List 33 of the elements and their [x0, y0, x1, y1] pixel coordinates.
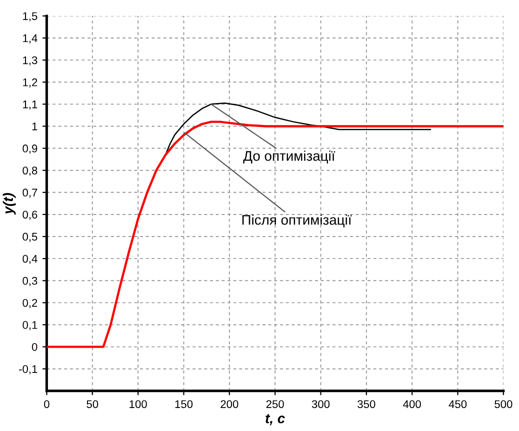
y-tick-label: 0 — [32, 343, 38, 351]
y-tick-label: -0,1 — [19, 365, 38, 374]
x-tick-label: 350 — [358, 400, 376, 408]
y-tick-label: 1,3 — [23, 56, 38, 66]
x-tick-label: 200 — [220, 400, 238, 408]
y-tick-label: 1,2 — [23, 78, 38, 88]
x-tick-label: 500 — [494, 400, 512, 408]
y-tick-label: 0,5 — [22, 232, 38, 242]
y-axis-title: y(t) — [2, 193, 16, 215]
x-tick-label: 50 — [86, 400, 98, 408]
y-tick-label: 1,4 — [23, 34, 38, 44]
y-tick-label: 0,9 — [22, 144, 38, 154]
y-tick-label: 0,6 — [22, 210, 38, 220]
y-tick-label: 0,2 — [22, 298, 38, 308]
y-tick-label: 1 — [32, 122, 38, 130]
y-tick-label: 1,5 — [23, 12, 38, 22]
x-tick-label: 250 — [266, 400, 284, 408]
annotation: Після оптимізації — [242, 214, 352, 228]
x-tick-label: 300 — [312, 400, 330, 408]
y-tick-label: 0,1 — [22, 321, 38, 330]
x-axis-title: t, с — [266, 414, 285, 426]
y-tick-label: 0,7 — [22, 188, 38, 198]
annotation: До оптимізації — [243, 150, 336, 164]
x-tick-label: 0 — [44, 400, 50, 408]
y-tick-label: 0,3 — [22, 276, 38, 286]
y-tick-label: 0,4 — [22, 254, 38, 264]
x-tick-label: 150 — [175, 400, 193, 408]
line-series — [46, 120, 504, 348]
x-tick-label: 450 — [448, 400, 467, 408]
y-tick-label: 0,8 — [22, 166, 38, 176]
x-tick-label: 400 — [403, 400, 421, 408]
y-tick-label: 1,1 — [23, 100, 38, 110]
x-tick-label: 100 — [130, 400, 147, 408]
